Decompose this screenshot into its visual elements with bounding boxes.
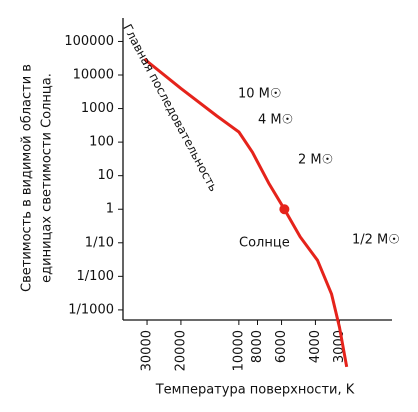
sun-label: Солнце bbox=[239, 236, 290, 251]
y-tick-label: 1000 bbox=[81, 101, 114, 116]
y-tick-label: 1/1000 bbox=[68, 302, 114, 317]
y-tick-label: 10 bbox=[97, 168, 114, 183]
x-tick-label: 4000 bbox=[308, 330, 323, 363]
y-tick-label: 10000 bbox=[73, 68, 114, 83]
x-tick-label: 20000 bbox=[173, 330, 188, 371]
mass-label: 10 M☉ bbox=[238, 87, 282, 102]
y-tick-label: 100000 bbox=[64, 34, 114, 49]
y-tick-label: 1 bbox=[106, 202, 114, 217]
y-axis-label: единицах светимости Солнца. bbox=[40, 73, 55, 283]
x-axis-label: Температура поверхности, K bbox=[155, 383, 355, 398]
y-axis-label: Светимость в видимой области в bbox=[20, 64, 35, 292]
mass-label: 1/2 M☉ bbox=[352, 233, 400, 248]
sun-point bbox=[279, 204, 290, 215]
mass-label: 4 M☉ bbox=[258, 113, 293, 128]
mass-label: 2 M☉ bbox=[298, 153, 333, 168]
x-tick-label: 8000 bbox=[250, 330, 265, 363]
x-tick-label: 10000 bbox=[231, 330, 246, 371]
x-tick-label: 6000 bbox=[274, 330, 289, 363]
y-tick-label: 100 bbox=[89, 135, 114, 150]
x-tick-label: 30000 bbox=[140, 330, 155, 371]
y-tick-label: 1/10 bbox=[85, 235, 114, 250]
y-tick-label: 1/100 bbox=[77, 269, 114, 284]
series-line bbox=[143, 57, 349, 368]
